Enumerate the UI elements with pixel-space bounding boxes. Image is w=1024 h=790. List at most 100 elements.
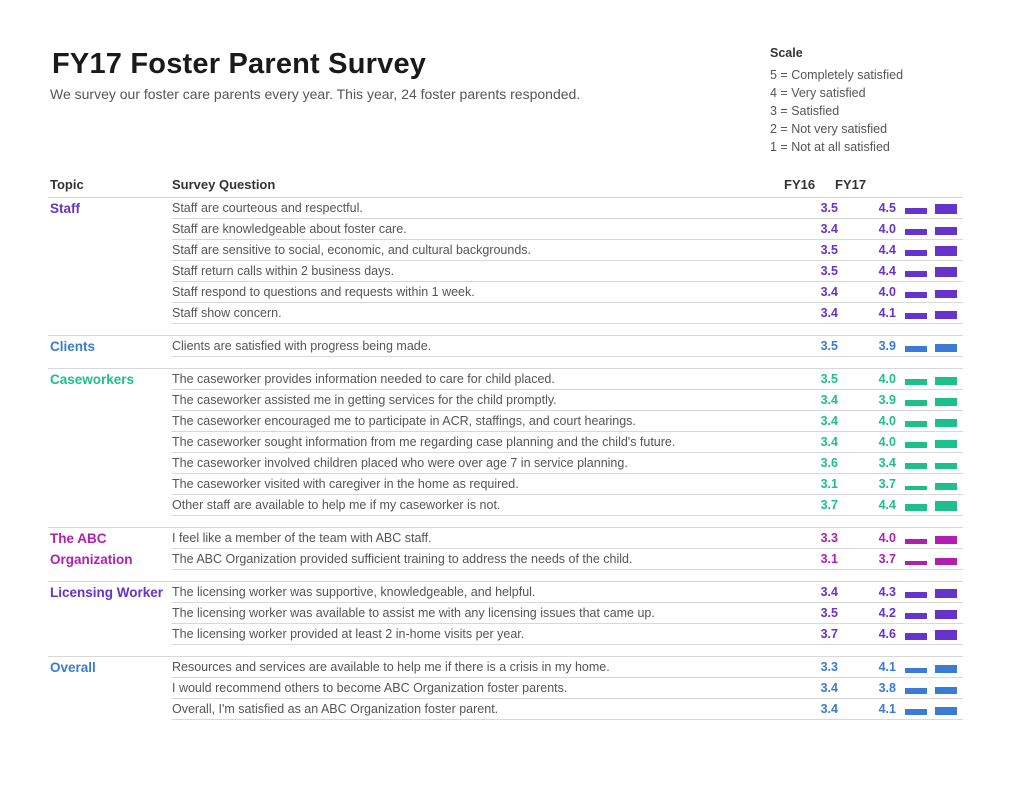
fy16-bar xyxy=(905,561,927,565)
fy16-score: 3.7 xyxy=(820,498,838,512)
fy17-score: 4.0 xyxy=(878,531,896,545)
survey-question: The caseworker sought information from m… xyxy=(172,435,676,449)
fy17-bar xyxy=(935,589,957,598)
fy16-bar xyxy=(905,668,927,673)
topic-group: Caseworkers The caseworker provides infor… xyxy=(48,368,963,516)
header-divider xyxy=(48,197,963,198)
table-row: The ABC Organization provided sufficient… xyxy=(172,549,963,570)
fy17-bar xyxy=(935,344,957,352)
survey-question: Overall, I'm satisfied as an ABC Organiz… xyxy=(172,702,499,716)
fy16-bar xyxy=(905,539,927,544)
survey-question: The caseworker visited with caregiver in… xyxy=(172,477,519,491)
fy16-score: 3.5 xyxy=(820,606,838,620)
table-row: Staff are courteous and respectful. 3.5 4.… xyxy=(172,198,963,219)
table-row: Staff are knowledgeable about foster car… xyxy=(172,219,963,240)
score-bars xyxy=(905,286,965,298)
fy17-bar xyxy=(935,501,957,511)
table-row: The caseworker involved children placed … xyxy=(172,453,963,474)
fy16-bar xyxy=(905,709,927,715)
scale-item: 5 = Completely satisfied xyxy=(770,68,904,82)
fy16-score: 3.3 xyxy=(820,660,838,674)
topic-label: Staff xyxy=(50,201,80,216)
survey-question: Resources and services are available to … xyxy=(172,660,610,674)
table-row: Staff return calls within 2 business day… xyxy=(172,261,963,282)
fy17-bar xyxy=(935,630,957,640)
fy16-bar xyxy=(905,271,927,277)
fy17-score: 3.8 xyxy=(878,681,896,695)
fy16-bar xyxy=(905,229,927,235)
topic-group: Clients Clients are satisfied with progre… xyxy=(48,335,963,357)
fy17-bar xyxy=(935,227,957,235)
survey-question: Staff return calls within 2 business day… xyxy=(172,264,395,278)
survey-question: The ABC Organization provided sufficient… xyxy=(172,552,633,566)
score-bars xyxy=(905,373,965,385)
table-row: Other staff are available to help me if … xyxy=(172,495,963,516)
fy16-score: 3.4 xyxy=(820,414,838,428)
fy16-bar xyxy=(905,592,927,598)
header-fy16: FY16 xyxy=(784,177,816,192)
table-row: The caseworker assisted me in getting se… xyxy=(172,390,963,411)
fy17-score: 3.4 xyxy=(878,456,896,470)
fy17-bar xyxy=(935,440,957,448)
score-bars xyxy=(905,457,965,469)
fy17-score: 4.2 xyxy=(878,606,896,620)
fy17-score: 4.1 xyxy=(878,306,896,320)
fy16-bar xyxy=(905,688,927,694)
table-row: Overall, I'm satisfied as an ABC Organiz… xyxy=(172,699,963,720)
score-bars xyxy=(905,478,965,490)
survey-question: Other staff are available to help me if … xyxy=(172,498,501,512)
fy16-bar xyxy=(905,250,927,256)
fy17-score: 4.0 xyxy=(878,285,896,299)
score-bars xyxy=(905,607,965,619)
survey-question: The caseworker involved children placed … xyxy=(172,456,628,470)
score-bars xyxy=(905,628,965,640)
scale-item: 1 = Not at all satisfied xyxy=(770,140,890,154)
score-bars xyxy=(905,436,965,448)
table-row: The caseworker visited with caregiver in… xyxy=(172,474,963,495)
fy16-bar xyxy=(905,442,927,448)
fy16-score: 3.5 xyxy=(820,372,838,386)
fy16-bar xyxy=(905,400,927,406)
fy16-score: 3.4 xyxy=(820,285,838,299)
table-row: Staff show concern. 3.4 4.1 xyxy=(172,303,963,324)
score-bars xyxy=(905,499,965,511)
survey-question: Staff respond to questions and requests … xyxy=(172,285,475,299)
table-row: The caseworker provides information need… xyxy=(172,369,963,390)
fy16-score: 3.7 xyxy=(820,627,838,641)
fy16-bar xyxy=(905,346,927,352)
question-rows: The licensing worker was supportive, kno… xyxy=(170,582,963,645)
fy17-bar xyxy=(935,377,957,385)
header-question: Survey Question xyxy=(172,177,276,192)
survey-question: The caseworker provides information need… xyxy=(172,372,555,386)
fy16-score: 3.5 xyxy=(820,201,838,215)
question-rows: Clients are satisfied with progress bein… xyxy=(170,336,963,357)
scale-item: 4 = Very satisfied xyxy=(770,86,866,100)
fy17-bar xyxy=(935,536,957,544)
table-row: Staff respond to questions and requests … xyxy=(172,282,963,303)
fy16-score: 3.6 xyxy=(820,456,838,470)
fy17-bar xyxy=(935,463,957,469)
fy16-score: 3.5 xyxy=(820,264,838,278)
fy17-score: 4.1 xyxy=(878,660,896,674)
survey-question: I would recommend others to become ABC O… xyxy=(172,681,568,695)
score-bars xyxy=(905,202,965,214)
topic-label: Caseworkers xyxy=(50,372,135,387)
fy16-score: 3.4 xyxy=(820,585,838,599)
survey-question: The caseworker assisted me in getting se… xyxy=(172,393,557,407)
fy16-bar xyxy=(905,486,927,490)
survey-question: Staff are courteous and respectful. xyxy=(172,201,363,215)
fy16-score: 3.3 xyxy=(820,531,838,545)
fy17-score: 3.9 xyxy=(878,393,896,407)
survey-question: Staff are knowledgeable about foster car… xyxy=(172,222,407,236)
table-row: The licensing worker was available to as… xyxy=(172,603,963,624)
survey-question: Staff are sensitive to social, economic,… xyxy=(172,243,531,257)
scale-legend: Scale 5 = Completely satisfied 4 = Very … xyxy=(770,46,903,156)
fy17-score: 4.1 xyxy=(878,702,896,716)
topic-group: Licensing Worker The licensing worker was… xyxy=(48,581,963,645)
fy17-score: 4.4 xyxy=(878,243,896,257)
fy16-score: 3.5 xyxy=(820,339,838,353)
scale-item: 3 = Satisfied xyxy=(770,104,840,118)
topic-group: Overall Resources and services are availa… xyxy=(48,656,963,720)
table-row: The caseworker sought information from m… xyxy=(172,432,963,453)
table-row: Clients are satisfied with progress bein… xyxy=(172,336,963,357)
